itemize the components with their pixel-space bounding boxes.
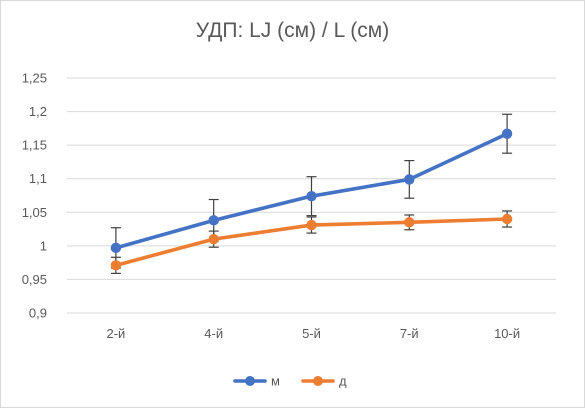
data-point — [208, 233, 219, 245]
x-tick-label: 10-й — [494, 326, 520, 341]
data-point — [110, 242, 122, 254]
y-tick-label: 1,15 — [22, 138, 47, 153]
y-tick-label: 1,25 — [22, 71, 47, 86]
data-point — [110, 260, 122, 271]
legend-label: м — [271, 374, 280, 389]
data-point — [306, 190, 317, 202]
legend-label: д — [339, 374, 347, 389]
y-axis-ticks: 0,9 0,95 1 1,05 1,1 1,15 1,2 1,25 — [22, 71, 47, 321]
data-point — [501, 128, 513, 139]
series-lines — [110, 128, 513, 271]
chart-title: УДП: LJ (см) / L (см) — [195, 19, 390, 42]
legend-marker — [245, 376, 255, 386]
x-tick-label: 5-й — [302, 326, 321, 341]
legend-marker — [313, 376, 323, 386]
y-tick-label: 1 — [40, 238, 47, 253]
data-point — [306, 219, 317, 231]
y-tick-label: 1,2 — [29, 104, 47, 119]
data-point — [501, 213, 513, 225]
y-tick-label: 1,1 — [29, 171, 47, 186]
x-tick-label: 4-й — [204, 326, 223, 341]
data-point — [404, 174, 415, 185]
x-tick-label: 2-й — [106, 326, 125, 341]
x-tick-label: 7-й — [400, 326, 419, 341]
y-tick-label: 0,95 — [22, 272, 47, 287]
x-axis-ticks: 2-й 4-й 5-й 7-й 10-й — [106, 326, 520, 341]
y-tick-label: 0,9 — [29, 306, 47, 321]
data-point — [404, 217, 415, 228]
y-tick-label: 1,05 — [22, 205, 47, 220]
data-point — [208, 215, 219, 226]
